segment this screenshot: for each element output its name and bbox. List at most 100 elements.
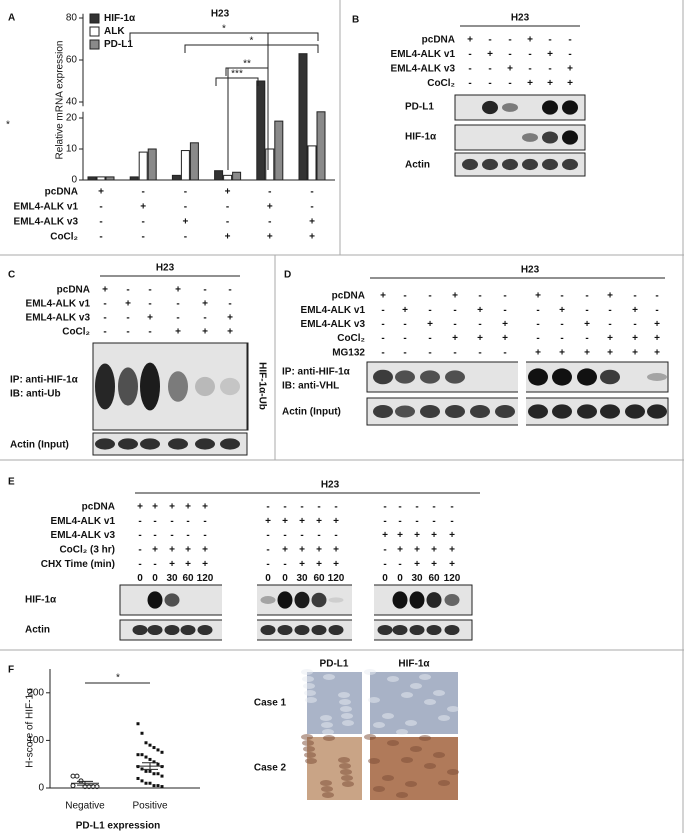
sign: - xyxy=(560,319,563,330)
band xyxy=(220,438,240,450)
band xyxy=(373,404,393,419)
band xyxy=(147,624,163,636)
sign: - xyxy=(478,291,481,302)
sig-label: * xyxy=(222,24,226,35)
band xyxy=(577,368,597,386)
sign: + xyxy=(632,305,638,316)
sign: - xyxy=(126,285,129,296)
sign: - xyxy=(203,530,206,541)
band xyxy=(195,376,215,397)
panel-letter: C xyxy=(8,270,15,281)
bar xyxy=(138,151,148,181)
lane-gap xyxy=(222,584,257,616)
sign: + xyxy=(567,64,573,75)
band xyxy=(600,369,620,385)
sign: - xyxy=(608,319,611,330)
band xyxy=(409,624,425,636)
tissue-texture xyxy=(322,792,334,798)
y-tick-label: 20 xyxy=(66,113,78,124)
tissue-texture xyxy=(382,713,394,719)
row-label: CoCl₂ xyxy=(62,327,90,338)
row-label: EML4-ALK v3 xyxy=(391,64,456,75)
tissue-texture xyxy=(322,729,334,735)
tissue-texture xyxy=(364,734,376,740)
point xyxy=(140,731,144,735)
sign: + xyxy=(185,502,191,513)
sign: - xyxy=(528,49,531,60)
sign: + xyxy=(535,347,541,358)
chart-title: H23 xyxy=(211,9,230,20)
actin-label: Actin (Input) xyxy=(10,440,69,451)
sign: - xyxy=(99,232,102,243)
sign: + xyxy=(137,502,143,513)
panel-letter: B xyxy=(352,15,359,26)
sign: + xyxy=(147,313,153,324)
sign: - xyxy=(226,217,229,228)
sign: - xyxy=(153,559,156,570)
ihc-image xyxy=(307,737,362,800)
sign: + xyxy=(309,232,315,243)
tissue-texture xyxy=(341,775,353,781)
sign: 120 xyxy=(197,573,214,584)
band xyxy=(395,405,415,418)
sign: + xyxy=(175,285,181,296)
sign: - xyxy=(453,319,456,330)
sign: + xyxy=(607,333,613,344)
bar xyxy=(96,176,106,181)
band xyxy=(647,373,667,381)
sign: - xyxy=(536,333,539,344)
band xyxy=(294,624,310,636)
sign: - xyxy=(428,333,431,344)
point xyxy=(148,769,152,773)
sign: + xyxy=(380,291,386,302)
tissue-texture xyxy=(340,769,352,775)
tissue-texture xyxy=(301,669,313,675)
tissue-texture xyxy=(323,674,335,680)
tissue-texture xyxy=(438,780,450,786)
sign: - xyxy=(99,217,102,228)
sign: + xyxy=(333,545,339,556)
sign: - xyxy=(153,530,156,541)
sign: + xyxy=(431,559,437,570)
sign: + xyxy=(449,545,455,556)
row-label: pcDNA xyxy=(422,35,455,46)
point xyxy=(140,753,144,757)
sign: - xyxy=(334,530,337,541)
sign: + xyxy=(502,319,508,330)
sign: - xyxy=(608,305,611,316)
band xyxy=(600,404,620,419)
band xyxy=(552,404,572,419)
sign: + xyxy=(547,49,553,60)
panel-letter: D xyxy=(284,270,291,281)
sign: - xyxy=(268,187,271,198)
sign: + xyxy=(584,319,590,330)
sign: - xyxy=(153,516,156,527)
row-label: pcDNA xyxy=(332,291,365,302)
point xyxy=(136,776,140,780)
bracket xyxy=(243,342,249,431)
tissue-texture xyxy=(305,758,317,764)
sign: 60 xyxy=(182,573,194,584)
sign: + xyxy=(182,217,188,228)
tissue-texture xyxy=(405,720,417,726)
point xyxy=(156,762,160,766)
sign: + xyxy=(431,530,437,541)
sign: + xyxy=(282,545,288,556)
tissue-texture xyxy=(387,740,399,746)
sign: - xyxy=(548,64,551,75)
sign: - xyxy=(266,502,269,513)
sign: - xyxy=(508,35,511,46)
band xyxy=(444,624,460,636)
band xyxy=(168,371,188,402)
band xyxy=(277,591,293,609)
tissue-texture xyxy=(305,697,317,703)
sign: - xyxy=(398,502,401,513)
sign: - xyxy=(560,333,563,344)
bar xyxy=(105,176,115,181)
tissue-texture xyxy=(338,757,350,763)
sign: - xyxy=(503,305,506,316)
band xyxy=(392,624,408,636)
band xyxy=(542,158,558,171)
sign: + xyxy=(535,291,541,302)
